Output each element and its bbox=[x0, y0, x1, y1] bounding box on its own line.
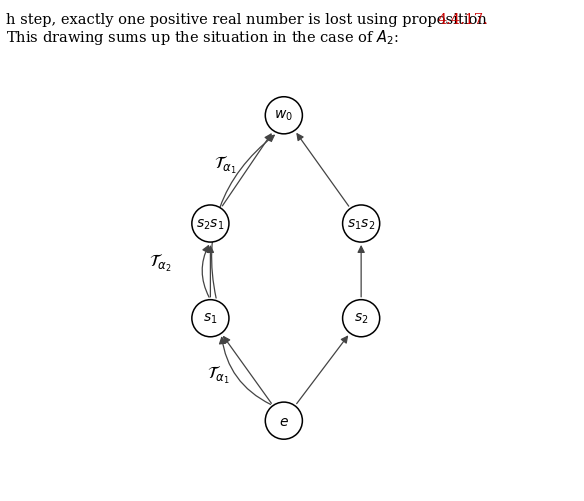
Text: $\mathcal{T}_{\alpha_2}$: $\mathcal{T}_{\alpha_2}$ bbox=[149, 252, 172, 274]
Circle shape bbox=[343, 300, 380, 337]
Text: h step, exactly one positive real number is lost using proposition: h step, exactly one positive real number… bbox=[6, 13, 491, 27]
Text: $s_2s_1$: $s_2s_1$ bbox=[196, 217, 224, 231]
Text: $s_1s_2$: $s_1s_2$ bbox=[347, 217, 376, 231]
Circle shape bbox=[265, 98, 303, 135]
Text: 4.4.17.: 4.4.17. bbox=[437, 13, 488, 27]
Text: $e$: $e$ bbox=[279, 414, 289, 428]
Circle shape bbox=[265, 402, 303, 439]
Circle shape bbox=[192, 205, 229, 242]
Circle shape bbox=[343, 205, 380, 242]
Text: $\mathcal{T}_{\alpha_1}$: $\mathcal{T}_{\alpha_1}$ bbox=[207, 364, 230, 386]
Text: This drawing sums up the situation in the case of $A_2$:: This drawing sums up the situation in th… bbox=[6, 28, 398, 47]
Text: $\mathcal{T}_{\alpha_1}$: $\mathcal{T}_{\alpha_1}$ bbox=[214, 153, 237, 175]
Text: $w_0$: $w_0$ bbox=[274, 109, 293, 123]
Text: $s_2$: $s_2$ bbox=[354, 312, 369, 326]
Text: $s_1$: $s_1$ bbox=[203, 312, 218, 326]
Circle shape bbox=[192, 300, 229, 337]
